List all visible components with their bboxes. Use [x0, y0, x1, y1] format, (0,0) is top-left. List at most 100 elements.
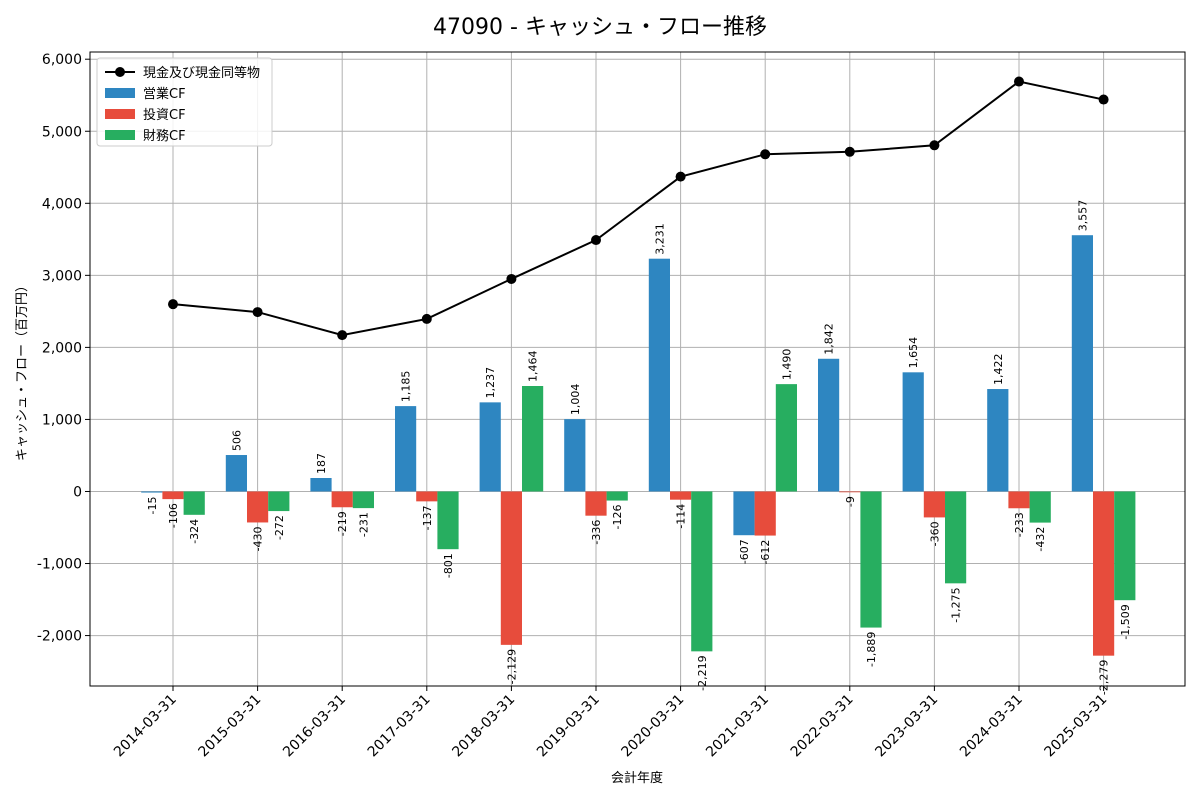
y-tick-label: 3,000: [42, 268, 82, 284]
bar-value-label: 1,004: [569, 384, 582, 416]
bar: [733, 491, 755, 536]
bar: [183, 491, 205, 515]
y-tick-label: 2,000: [42, 340, 82, 356]
bar: [839, 491, 861, 493]
y-tick-label: 0: [73, 484, 82, 500]
cash-point: [1014, 76, 1024, 87]
bar-value-label: -1,889: [865, 632, 878, 667]
legend-box: [96, 57, 273, 147]
bar-value-label: 1,654: [907, 337, 920, 369]
bar: [564, 419, 586, 492]
x-axis: 2014-03-31 2015-03-31 2016-03-31 2017-03-31…: [111, 686, 1110, 760]
bar-value-label: -231: [357, 512, 370, 537]
bar-value-label: -432: [1034, 527, 1047, 552]
x-tick-label: 2025-03-31: [1042, 692, 1111, 761]
bar: [247, 491, 269, 523]
bar: [500, 491, 522, 645]
bar: [395, 406, 417, 492]
bar-value-label: -1,509: [1119, 604, 1132, 639]
bar-value-label: -2,219: [696, 655, 709, 690]
y-tick-label: 4,000: [42, 196, 82, 212]
cash-point: [760, 149, 771, 160]
bar-value-label: -612: [759, 540, 772, 565]
bar: [1071, 235, 1093, 492]
bar: [141, 491, 163, 493]
bar-value-label: 187: [315, 453, 328, 474]
bar: [479, 402, 501, 492]
bar: [1029, 491, 1051, 523]
y-axis: -2,000 -1,000 0 1,000 2,000 3,000 4,000 5,000 6,…: [37, 52, 90, 645]
bar-value-label: -15: [146, 497, 159, 515]
x-tick-label: 2016-03-31: [280, 692, 349, 761]
bar-value-label: -430: [252, 526, 265, 551]
bar: [923, 491, 945, 518]
bar-value-label: 1,490: [780, 349, 793, 381]
x-tick-label: 2015-03-31: [196, 692, 265, 761]
bar-value-label: -2,129: [505, 649, 518, 684]
bar-value-label: -607: [738, 539, 751, 564]
y-tick-label: -1,000: [37, 557, 82, 573]
bar: [268, 491, 290, 512]
bar-value-label: -272: [273, 515, 286, 540]
bar: [352, 491, 374, 509]
bar-value-label: -114: [675, 504, 688, 529]
bar-value-label: 506: [230, 430, 243, 451]
cash-point: [929, 140, 940, 151]
x-tick-label: 2020-03-31: [619, 692, 688, 761]
bar-value-label: -106: [167, 503, 180, 528]
bar-value-label: 1,422: [992, 354, 1005, 386]
x-tick-label: 2017-03-31: [365, 692, 434, 761]
bar-value-label: -324: [188, 519, 201, 544]
bar: [331, 491, 353, 508]
x-tick-label: 2023-03-31: [872, 692, 941, 761]
bar: [437, 491, 459, 550]
bar: [1093, 491, 1115, 656]
x-axis-label: 会計年度: [611, 770, 663, 786]
chart-title: 47090 - キャッシュ・フロー推移: [433, 15, 767, 40]
bar: [1114, 491, 1136, 601]
bar-value-label: 1,185: [400, 371, 413, 403]
bar-value-label: 3,231: [653, 223, 666, 255]
bar-value-label: -336: [590, 520, 603, 545]
legend-marker: [115, 67, 125, 77]
bar-value-label: 1,464: [527, 351, 540, 383]
x-tick-label: 2022-03-31: [788, 692, 857, 761]
bar-value-label: -1,275: [950, 587, 963, 622]
bars-layer: [141, 235, 1136, 656]
legend-bar-swatch: [105, 109, 135, 119]
y-tick-label: 6,000: [42, 52, 82, 68]
y-tick-label: 1,000: [42, 412, 82, 428]
bar-value-label: -233: [1013, 512, 1026, 537]
legend-entry-label: 財務CF: [143, 129, 186, 144]
bar: [310, 478, 332, 492]
plot-frame: [89, 51, 1186, 687]
legend-bar-swatch: [105, 130, 135, 140]
bar: [775, 384, 797, 492]
bar-value-label: 1,842: [823, 323, 836, 355]
cash-point: [675, 171, 686, 182]
bar-value-label: -137: [421, 505, 434, 530]
bar: [754, 491, 776, 536]
cash-line: [172, 80, 1104, 337]
x-tick-label: 2018-03-31: [449, 692, 518, 761]
x-tick-label: 2024-03-31: [957, 692, 1026, 761]
bar-labels-layer: -15 506 187 1,185 1,237 1,004 3,231 -607 1,842 1,…: [146, 200, 1132, 695]
cash-point: [1098, 94, 1109, 105]
cash-point: [506, 273, 517, 284]
legend-entry-label: 現金及び現金同等物: [143, 65, 260, 81]
bar: [691, 491, 713, 652]
cash-point: [421, 313, 432, 324]
cash-point: [591, 235, 601, 246]
bar-value-label: -360: [928, 521, 941, 546]
cash-point: [337, 330, 348, 341]
legend-entry-label: 営業CF: [143, 86, 186, 102]
line-layer: [168, 76, 1109, 341]
bar-value-label: -9: [844, 496, 857, 507]
grid-lines: [90, 52, 1185, 686]
bar: [818, 358, 840, 492]
y-tick-label: 5,000: [42, 124, 82, 140]
bar: [416, 491, 438, 502]
legend-bar-swatch: [105, 88, 135, 98]
